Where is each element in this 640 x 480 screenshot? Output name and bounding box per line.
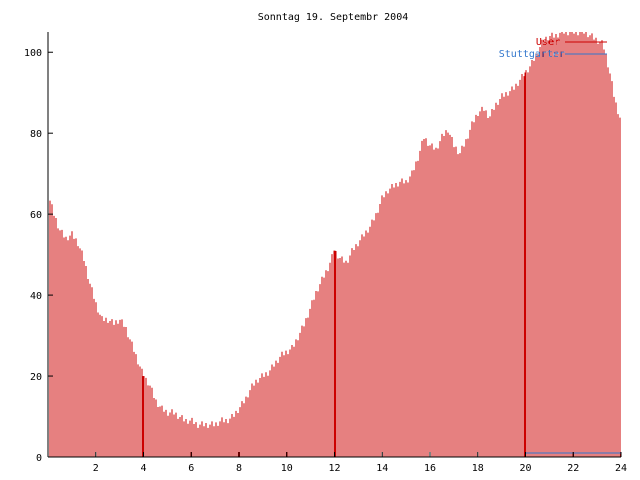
x-tick-label: 12	[328, 463, 340, 474]
x-axis-ticks: 2 4 6 8 10 12 14 16 18 20 22 24	[93, 452, 627, 474]
y-tick-label: 20	[30, 372, 42, 383]
x-tick-label: 16	[424, 463, 436, 474]
x-tick-label: 14	[376, 463, 388, 474]
x-tick-label: 10	[281, 463, 293, 474]
x-tick-label: 18	[472, 463, 484, 474]
legend: User Stuttgarter	[499, 37, 607, 60]
x-tick-label: 20	[519, 463, 531, 474]
legend-label-stuttgarter: Stuttgarter	[499, 49, 565, 60]
x-tick-label: 24	[615, 463, 627, 474]
x-tick-label: 8	[236, 463, 242, 474]
y-tick-label: 100	[24, 48, 42, 59]
x-tick-label: 22	[567, 463, 579, 474]
x-tick-label: 2	[93, 463, 99, 474]
y-tick-label: 60	[30, 210, 42, 221]
y-tick-label: 40	[30, 291, 42, 302]
bars-layer	[47, 32, 621, 457]
y-tick-label: 0	[36, 453, 42, 464]
y-axis-ticks: 0 20 40 60 80 100	[24, 48, 53, 464]
x-tick-label: 6	[188, 463, 194, 474]
legend-label-user: User	[536, 37, 560, 48]
y-tick-label: 80	[30, 129, 42, 140]
x-tick-label: 4	[140, 463, 146, 474]
chart-title: Sonntag 19. Septembr 2004	[258, 12, 409, 23]
